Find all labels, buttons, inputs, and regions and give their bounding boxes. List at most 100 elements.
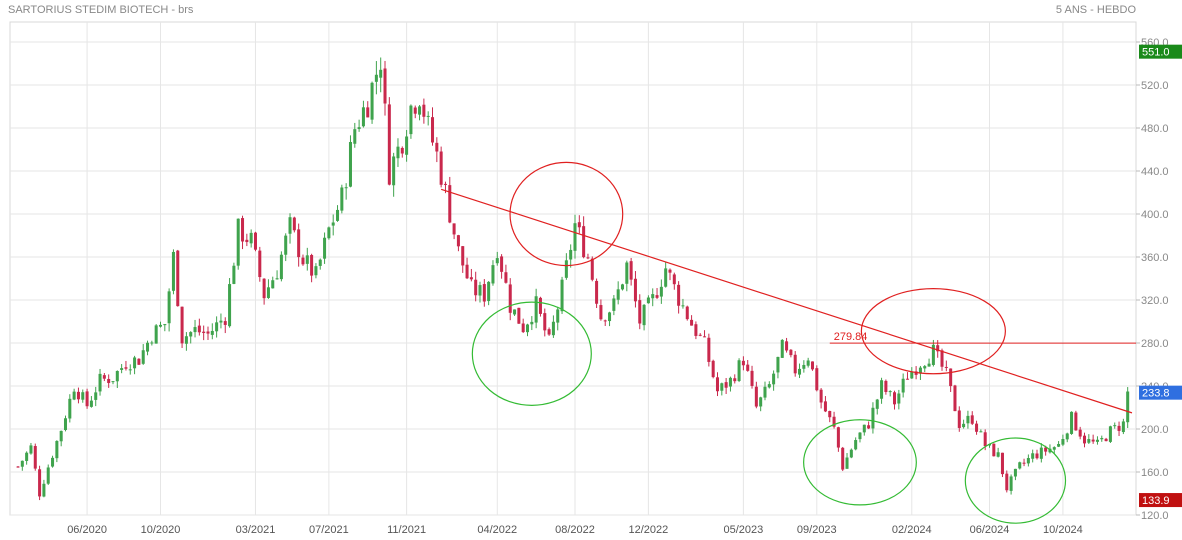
candle-body (655, 295, 659, 298)
candle-body (1100, 438, 1104, 440)
candle-body (266, 287, 270, 298)
candle-body (405, 136, 409, 155)
candle-body (1121, 421, 1125, 433)
candle-body (867, 425, 871, 429)
candle-body (1061, 439, 1065, 445)
candle-body (461, 246, 465, 266)
candle-body (776, 356, 780, 373)
candle-body (443, 183, 447, 185)
candle-body (940, 350, 944, 367)
x-tick-label: 09/2023 (797, 524, 837, 536)
candle-body (1108, 426, 1112, 442)
candle-body (551, 321, 555, 336)
candle-body (495, 258, 499, 264)
candle-body (806, 360, 810, 366)
candle-body (772, 373, 776, 385)
candle-body (880, 380, 884, 399)
candle-body (236, 218, 240, 266)
price-badge (1139, 493, 1182, 508)
candle-body (72, 391, 76, 400)
candle-body (228, 284, 232, 327)
candle-body (448, 185, 452, 223)
candle-body (51, 457, 55, 467)
candle-body (690, 319, 694, 326)
candle-body (905, 378, 909, 380)
candle-body (504, 272, 508, 283)
candle-body (456, 235, 460, 247)
candle-body (1070, 411, 1074, 434)
candle-body (1082, 435, 1087, 444)
candle-body (573, 223, 577, 251)
candle-body (336, 209, 340, 221)
candle-body (413, 107, 417, 114)
x-tick-label: 08/2022 (555, 524, 595, 536)
candle-body (68, 398, 72, 419)
candle-body (176, 250, 180, 307)
candle-body (845, 457, 849, 469)
candle-body (85, 391, 89, 407)
candle-body (482, 284, 486, 302)
x-tick-label: 02/2024 (892, 524, 932, 536)
candle-body (409, 105, 413, 135)
candle-body (288, 217, 292, 234)
candle-body (918, 367, 922, 374)
candle-body (33, 446, 37, 469)
candle-body (521, 323, 525, 333)
candle-body (970, 415, 974, 424)
candle-body (910, 371, 914, 379)
candle-body (284, 235, 288, 255)
y-tick-label: 160.0 (1141, 467, 1169, 479)
candle-body (387, 104, 391, 185)
candle-body (556, 309, 560, 323)
candle-body (746, 364, 750, 371)
candle-body (318, 259, 322, 266)
candle-body (832, 416, 836, 427)
candle-body (659, 286, 663, 297)
candle-body (206, 331, 210, 334)
candle-body (841, 447, 845, 470)
candle-body (171, 251, 175, 291)
candle-body (305, 255, 309, 264)
y-tick-label: 280.0 (1141, 338, 1169, 350)
candle-body (923, 366, 927, 369)
candle-body (435, 142, 439, 152)
y-tick-label: 480.0 (1141, 123, 1169, 135)
axes: 560.0520.0480.0440.0400.0360.0320.0280.0… (67, 37, 1182, 536)
candle-body (111, 381, 115, 383)
y-tick-label: 400.0 (1141, 209, 1169, 221)
candle-body (633, 278, 637, 302)
candle-body (215, 322, 219, 332)
x-tick-label: 07/2021 (309, 524, 349, 536)
candle-body (651, 294, 655, 299)
candle-body (884, 380, 888, 392)
candle-body (158, 324, 162, 327)
candle-body (854, 440, 858, 450)
candle-body (603, 320, 607, 322)
chart-title: SARTORIUS STEDIM BIOTECH - brs (8, 4, 194, 16)
x-tick-label: 06/2024 (970, 524, 1010, 536)
candle-body (1087, 439, 1091, 443)
candle-body (949, 368, 953, 387)
candle-body (737, 360, 741, 381)
candle-body (1057, 443, 1061, 447)
candle-body (534, 296, 538, 323)
candle-body (638, 300, 642, 324)
candle-body (297, 229, 301, 258)
candle-body (487, 281, 491, 302)
candle-body (577, 222, 581, 228)
candle-body (348, 141, 352, 187)
candle-body (957, 410, 961, 428)
candle-body (210, 330, 214, 335)
candle-body (724, 382, 728, 388)
y-tick-label: 440.0 (1141, 166, 1169, 178)
candle-body (163, 324, 167, 326)
candle-body (646, 297, 650, 304)
candle-body (310, 255, 314, 276)
candle-body (379, 69, 383, 78)
candle-body (810, 361, 814, 370)
candle-body (63, 418, 68, 431)
candle-body (888, 391, 892, 393)
candle-body (1000, 452, 1004, 475)
candle-body (672, 274, 676, 285)
